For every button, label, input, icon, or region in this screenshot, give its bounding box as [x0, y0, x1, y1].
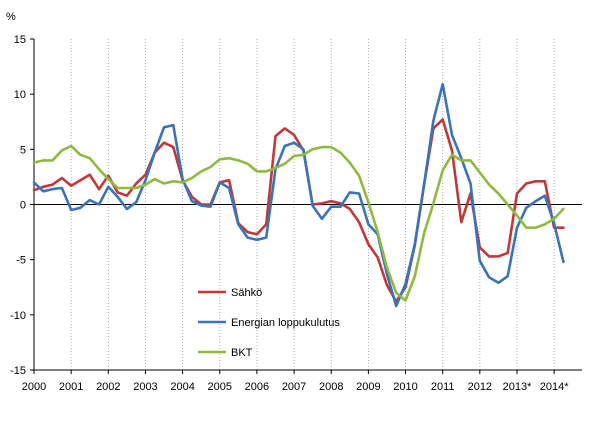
x-tick-label: 2000	[22, 381, 46, 393]
y-tick-label: -15	[10, 365, 26, 377]
x-tick-label: 2009	[356, 381, 380, 393]
x-tick-label: 2004	[170, 381, 194, 393]
x-tick-label: 2006	[245, 381, 269, 393]
legend-label-2: Energian loppukulutus	[231, 317, 340, 329]
x-tick-label: 2008	[319, 381, 343, 393]
x-tick-label: 2005	[208, 381, 232, 393]
x-tick-label: 2002	[96, 381, 120, 393]
axis-layer: 15 10 5 0 -5 -10 -15 2000 2001 2002 2003 2004 2005 20…	[10, 34, 582, 393]
y-tick-label: 0	[20, 200, 26, 212]
x-tick-label: 2012	[468, 381, 492, 393]
y-tick-label: 5	[20, 144, 26, 156]
series-line-3	[32, 144, 565, 302]
x-tick-label: 2003	[133, 381, 157, 393]
y-tick-label: -10	[10, 310, 26, 322]
x-tick-label: 2007	[282, 381, 306, 393]
x-tick-label: 2010	[393, 381, 417, 393]
y-tick-label: 15	[14, 34, 26, 46]
legend: Sähkö Energian loppukulutus BKT	[198, 287, 340, 359]
y-tick-label: -5	[16, 255, 26, 267]
y-tick-label: 10	[14, 89, 26, 101]
y-axis-unit-label: %	[6, 11, 16, 23]
x-tick-label: 2011	[431, 381, 455, 393]
x-tick-label: 2001	[59, 381, 83, 393]
series-layer	[32, 82, 565, 308]
legend-label-3: BKT	[231, 347, 253, 359]
x-tick-label: 2013*	[503, 381, 532, 393]
legend-label-1: Sähkö	[231, 287, 262, 299]
series-line-2	[32, 82, 565, 308]
x-tick-label: 2014*	[540, 381, 569, 393]
